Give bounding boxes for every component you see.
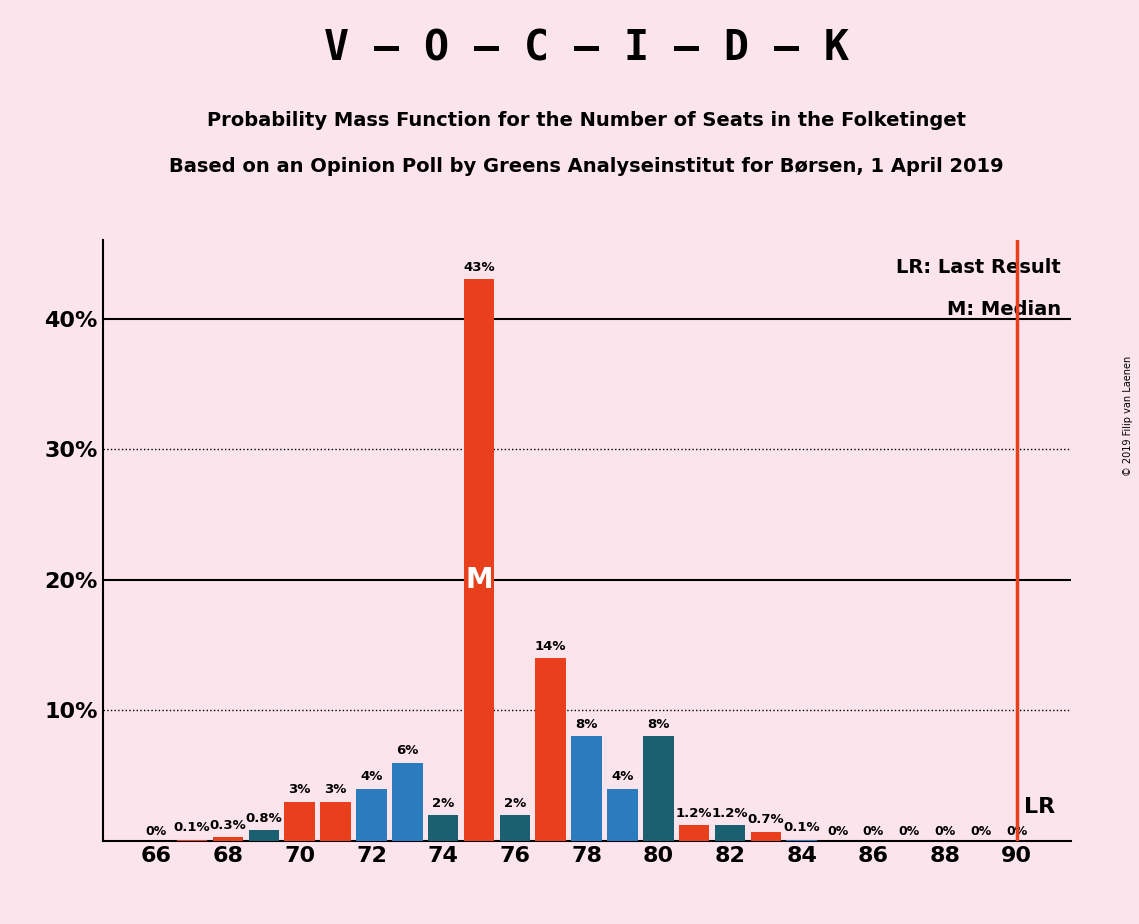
Text: 4%: 4%	[360, 771, 383, 784]
Bar	[392, 762, 423, 841]
Bar	[751, 832, 781, 841]
Bar	[177, 840, 207, 841]
Text: 0%: 0%	[1006, 824, 1027, 837]
Text: 1.2%: 1.2%	[675, 807, 712, 820]
Text: 0%: 0%	[863, 824, 884, 837]
Text: 3%: 3%	[325, 784, 346, 796]
Text: 2%: 2%	[503, 796, 526, 809]
Text: 2%: 2%	[432, 796, 454, 809]
Bar	[428, 815, 458, 841]
Text: 0.3%: 0.3%	[210, 819, 246, 832]
Bar	[320, 802, 351, 841]
Text: V – O – C – I – D – K: V – O – C – I – D – K	[325, 28, 849, 69]
Text: 0.1%: 0.1%	[174, 821, 211, 834]
Bar	[679, 825, 710, 841]
Bar	[213, 837, 244, 841]
Text: 0%: 0%	[146, 824, 167, 837]
Bar	[285, 802, 316, 841]
Text: Probability Mass Function for the Number of Seats in the Folketinget: Probability Mass Function for the Number…	[207, 111, 966, 130]
Text: 0.7%: 0.7%	[747, 813, 784, 826]
Text: LR: Last Result: LR: Last Result	[896, 259, 1060, 277]
Bar	[787, 840, 817, 841]
Text: LR: LR	[1024, 797, 1055, 818]
Text: 8%: 8%	[575, 718, 598, 731]
Text: 0%: 0%	[970, 824, 992, 837]
Text: 0.8%: 0.8%	[246, 812, 282, 825]
Text: 4%: 4%	[612, 771, 633, 784]
Text: 0%: 0%	[827, 824, 849, 837]
Text: 0%: 0%	[899, 824, 920, 837]
Bar	[248, 831, 279, 841]
Bar	[572, 736, 601, 841]
Text: 3%: 3%	[288, 784, 311, 796]
Text: 43%: 43%	[464, 261, 494, 274]
Bar	[535, 658, 566, 841]
Text: Based on an Opinion Poll by Greens Analyseinstitut for Børsen, 1 April 2019: Based on an Opinion Poll by Greens Analy…	[170, 157, 1003, 176]
Text: 8%: 8%	[647, 718, 670, 731]
Text: © 2019 Filip van Laenen: © 2019 Filip van Laenen	[1123, 356, 1133, 476]
Text: 14%: 14%	[535, 639, 566, 653]
Text: 6%: 6%	[396, 744, 418, 758]
Text: M: M	[465, 565, 493, 594]
Text: 1.2%: 1.2%	[712, 807, 748, 820]
Bar	[500, 815, 530, 841]
Bar	[357, 788, 386, 841]
Bar	[715, 825, 745, 841]
Bar	[464, 279, 494, 841]
Bar	[607, 788, 638, 841]
Text: 0%: 0%	[934, 824, 956, 837]
Text: 0.1%: 0.1%	[784, 821, 820, 834]
Text: M: Median: M: Median	[947, 300, 1060, 320]
Bar	[644, 736, 673, 841]
